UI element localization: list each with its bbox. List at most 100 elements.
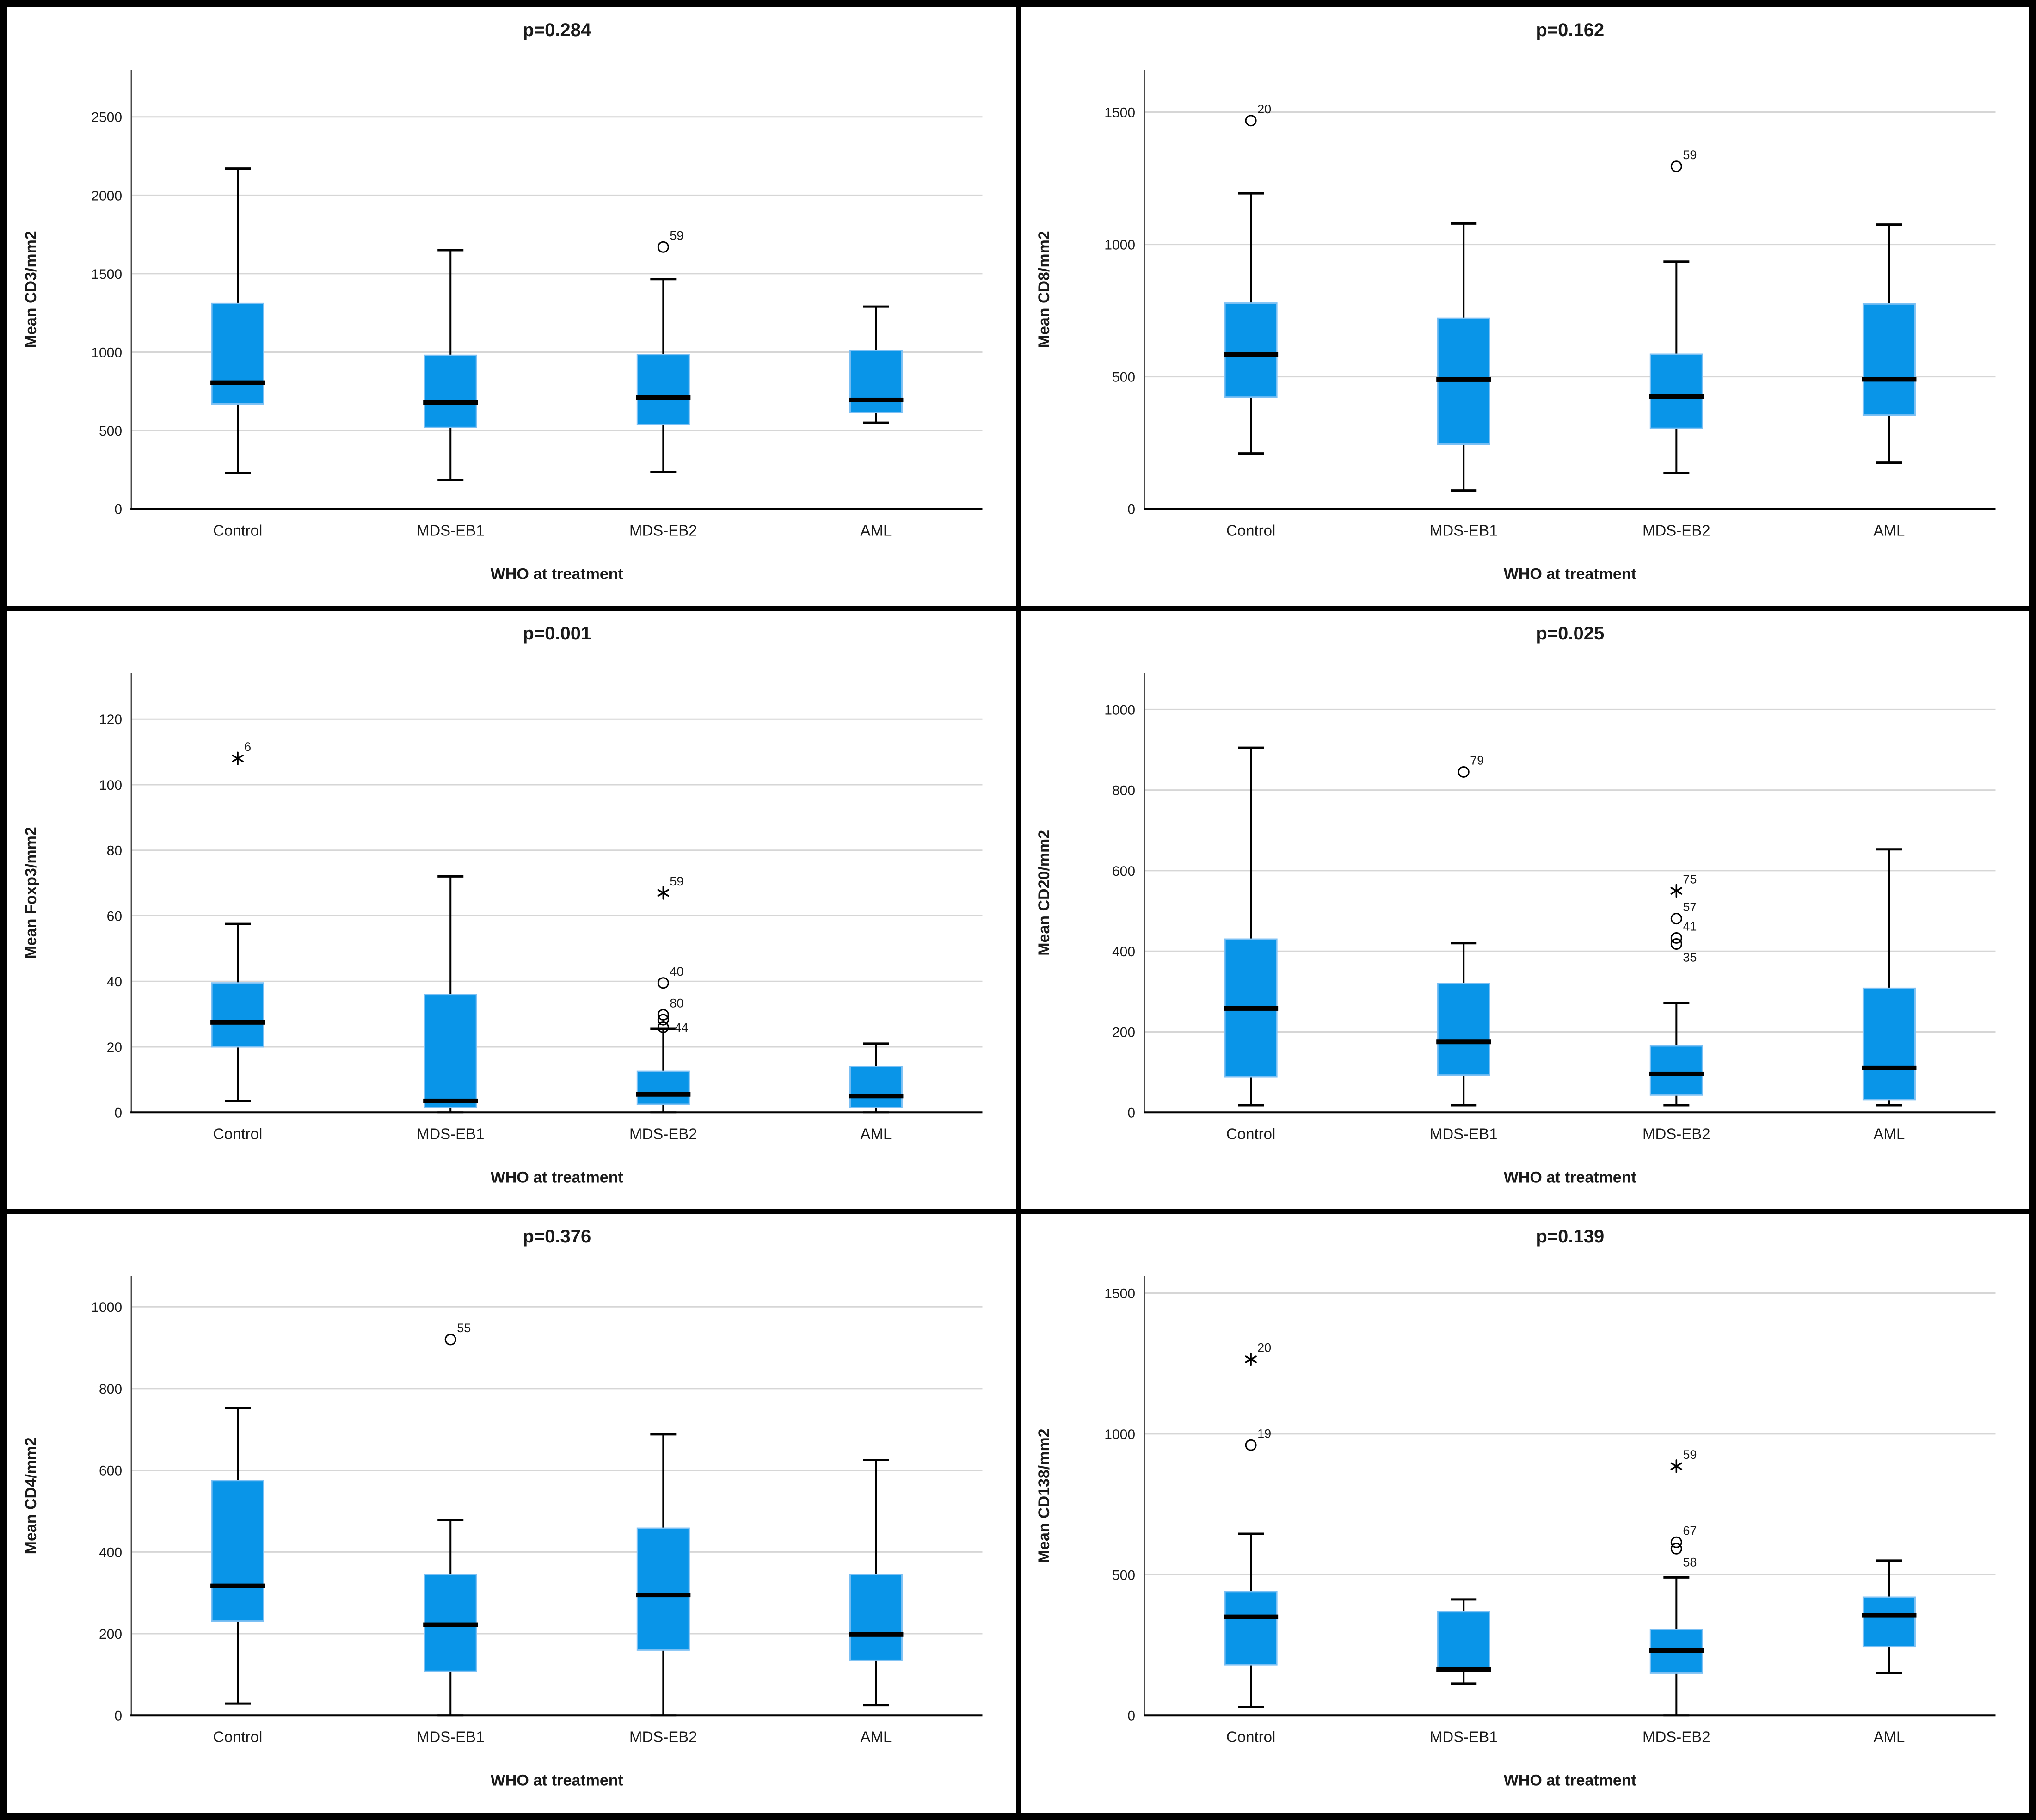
outlier-circle-marker bbox=[657, 1008, 669, 1021]
y-tick-label: 1000 bbox=[91, 345, 122, 361]
median-line bbox=[210, 1020, 265, 1025]
outlier-case-label: 58 bbox=[1683, 1556, 1697, 1569]
iqr-box bbox=[424, 993, 477, 1108]
x-axis-title: WHO at treatment bbox=[1503, 566, 1636, 583]
x-category-label: MDS-EB2 bbox=[1642, 522, 1710, 539]
box-group-mds-eb2 bbox=[636, 1433, 691, 1717]
median-line bbox=[1648, 1648, 1704, 1654]
iqr-box bbox=[1437, 1611, 1490, 1672]
outlier-circle-marker bbox=[657, 1021, 669, 1033]
y-tick-label: 2500 bbox=[91, 110, 122, 125]
iqr-box bbox=[1649, 353, 1703, 429]
median-line bbox=[423, 1622, 478, 1627]
extreme-star-marker bbox=[1670, 1459, 1682, 1473]
y-tick-label: 0 bbox=[1127, 1105, 1135, 1120]
iqr-box bbox=[211, 1480, 264, 1622]
y-tick-label: 600 bbox=[99, 1463, 122, 1479]
box-group-mds-eb1 bbox=[423, 875, 478, 1113]
outlier-case-label: 59 bbox=[670, 874, 683, 888]
y-tick-label: 60 bbox=[107, 909, 122, 924]
panel-cd3: 0 500 1000 1500 2000 2500 Control MDS-EB1 59 MDS-… bbox=[7, 7, 1016, 606]
outlier-case-label: 59 bbox=[1683, 1448, 1697, 1462]
y-tick-label: 500 bbox=[1112, 1568, 1135, 1583]
median-line bbox=[636, 1092, 691, 1097]
box-group-aml bbox=[1861, 223, 1916, 464]
y-tick-label: 1000 bbox=[1104, 702, 1135, 718]
x-category-label: Control bbox=[213, 1728, 262, 1746]
star-arm bbox=[1244, 1355, 1257, 1364]
box-group-mds-eb1 bbox=[423, 1334, 478, 1717]
outlier-case-label: 79 bbox=[1470, 753, 1484, 767]
iqr-box bbox=[1224, 1591, 1278, 1666]
panel-title-pvalue: p=0.139 bbox=[1536, 1226, 1604, 1247]
iqr-box bbox=[1862, 987, 1916, 1100]
x-category-label: MDS-EB1 bbox=[417, 522, 485, 539]
x-category-label: MDS-EB1 bbox=[1429, 1125, 1497, 1142]
y-tick-label: 200 bbox=[99, 1627, 122, 1642]
box-group-mds-eb1 bbox=[423, 249, 478, 481]
outlier-circle-marker bbox=[657, 241, 669, 253]
median-line bbox=[1861, 1065, 1916, 1070]
y-tick-label: 2000 bbox=[91, 188, 122, 203]
boxplot-cd3: 0 500 1000 1500 2000 2500 Control MDS-EB1 59 MDS-… bbox=[22, 20, 983, 583]
outlier-circle-marker bbox=[1458, 766, 1470, 778]
x-category-label: AML bbox=[861, 1728, 892, 1746]
iqr-box bbox=[1224, 302, 1278, 398]
outlier-case-label: 6 bbox=[244, 740, 251, 754]
box-group-mds-eb1 bbox=[1436, 766, 1491, 1107]
panel-title-pvalue: p=0.001 bbox=[523, 623, 591, 644]
median-line bbox=[1436, 1667, 1491, 1672]
iqr-box bbox=[636, 1527, 690, 1651]
y-tick-label: 40 bbox=[107, 974, 122, 990]
y-tick-label: 0 bbox=[114, 1709, 122, 1724]
x-category-label: MDS-EB1 bbox=[417, 1728, 485, 1746]
y-axis-title: Mean CD20/mm2 bbox=[1035, 830, 1053, 956]
extreme-star-marker bbox=[232, 751, 244, 765]
outlier-case-label: 75 bbox=[1683, 872, 1697, 886]
box-group-control bbox=[210, 1407, 265, 1705]
y-tick-label: 800 bbox=[1112, 783, 1135, 798]
outlier-case-label: 41 bbox=[1683, 919, 1697, 933]
median-line bbox=[423, 1098, 478, 1103]
y-tick-label: 1500 bbox=[1104, 105, 1135, 121]
iqr-box bbox=[849, 1574, 903, 1661]
median-line bbox=[849, 397, 904, 402]
panel-cd4: 0 200 400 600 800 1000 Control 55 MDS-EB1 MDS-EB2… bbox=[7, 1214, 1016, 1813]
median-line bbox=[1223, 352, 1278, 357]
x-axis-title: WHO at treatment bbox=[491, 1772, 623, 1789]
y-tick-label: 200 bbox=[1112, 1025, 1135, 1040]
x-category-label: AML bbox=[861, 522, 892, 539]
y-tick-label: 20 bbox=[107, 1040, 122, 1055]
y-tick-label: 0 bbox=[1127, 1709, 1135, 1724]
extreme-star-marker bbox=[1670, 884, 1682, 898]
panel-title-pvalue: p=0.025 bbox=[1536, 623, 1604, 644]
box-group-control bbox=[210, 167, 265, 474]
outlier-case-label: 35 bbox=[1683, 950, 1697, 964]
x-category-label: MDS-EB2 bbox=[629, 1125, 697, 1142]
x-category-label: Control bbox=[1226, 522, 1275, 539]
outlier-circle-marker bbox=[1245, 1439, 1257, 1451]
outlier-circle-marker bbox=[1670, 160, 1682, 172]
iqr-box bbox=[211, 982, 264, 1048]
y-tick-label: 100 bbox=[99, 778, 122, 793]
boxplot-foxp3: 0 20 40 60 80 100 120 6 Control MDS-EB1 59 40 80 44 MD… bbox=[22, 623, 983, 1186]
box-group-control bbox=[1223, 1353, 1278, 1709]
iqr-box bbox=[849, 1065, 903, 1108]
y-tick-label: 500 bbox=[99, 424, 122, 439]
median-line bbox=[849, 1093, 904, 1098]
y-tick-label: 800 bbox=[99, 1382, 122, 1397]
median-line bbox=[1648, 394, 1704, 399]
x-category-label: Control bbox=[1226, 1125, 1275, 1142]
outlier-circle-marker bbox=[1245, 115, 1257, 127]
outlier-circle-marker bbox=[1670, 1543, 1682, 1555]
x-category-label: MDS-EB2 bbox=[629, 522, 697, 539]
y-tick-label: 0 bbox=[1127, 502, 1135, 517]
box-group-mds-eb1 bbox=[1436, 222, 1491, 492]
outlier-circle-marker bbox=[657, 977, 669, 989]
panel-title-pvalue: p=0.162 bbox=[1536, 20, 1604, 40]
panel-title-pvalue: p=0.284 bbox=[523, 20, 591, 40]
outlier-circle-marker bbox=[1670, 932, 1682, 944]
outlier-case-label: 59 bbox=[1683, 148, 1697, 162]
x-category-label: Control bbox=[1226, 1728, 1275, 1746]
median-line bbox=[636, 395, 691, 400]
